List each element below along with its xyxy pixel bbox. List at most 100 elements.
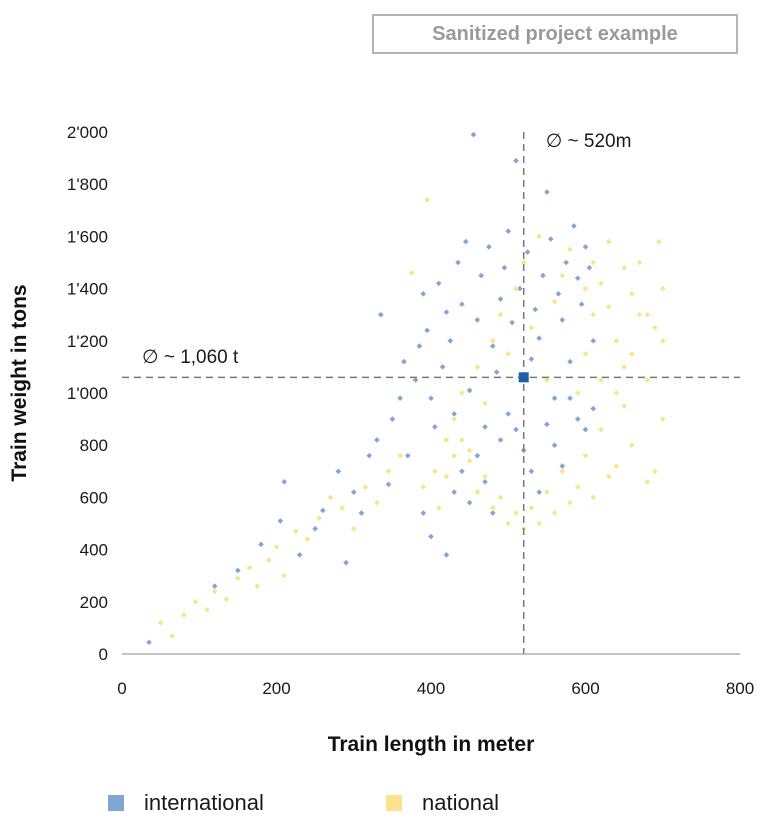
point-national: [459, 390, 465, 396]
point-national: [350, 525, 357, 532]
point-national: [544, 489, 550, 495]
point-international: [517, 285, 523, 292]
point-international: [412, 377, 419, 383]
point-international: [524, 249, 531, 255]
point-international: [146, 639, 152, 646]
point-national: [497, 311, 504, 318]
point-international: [466, 499, 473, 506]
legend-label-national: national: [422, 790, 500, 815]
point-national: [629, 351, 635, 357]
point-international: [439, 364, 446, 370]
point-national: [559, 468, 566, 475]
point-national: [598, 280, 604, 287]
point-national: [598, 426, 604, 433]
point-national: [211, 588, 218, 595]
y-tick-label: 2'000: [67, 123, 108, 142]
point-national: [659, 416, 666, 422]
point-international: [405, 452, 411, 459]
point-national: [544, 377, 550, 383]
point-national: [181, 612, 187, 618]
point-international: [582, 244, 589, 250]
point-national: [505, 351, 512, 357]
point-international: [559, 317, 566, 323]
point-national: [451, 416, 457, 422]
legend-item-international: international: [108, 790, 264, 816]
point-national: [235, 575, 241, 582]
point-international: [474, 452, 481, 459]
point-international: [443, 552, 450, 558]
point-international: [567, 358, 573, 365]
point-national: [551, 510, 558, 516]
point-international: [571, 223, 577, 229]
point-international: [555, 291, 562, 297]
point-international: [474, 317, 481, 323]
point-international: [447, 338, 454, 344]
point-international: [505, 228, 512, 234]
point-national: [265, 557, 272, 563]
point-international: [509, 319, 515, 326]
x-tick-label: 800: [726, 679, 754, 698]
point-national: [293, 528, 299, 535]
point-national: [490, 338, 496, 344]
point-international: [559, 463, 566, 469]
point-national: [605, 473, 612, 480]
point-national: [652, 468, 658, 475]
point-national: [582, 452, 589, 459]
point-national: [223, 596, 230, 602]
point-international: [486, 244, 492, 250]
point-international: [397, 395, 403, 402]
point-national: [528, 505, 535, 511]
point-international: [211, 583, 218, 589]
point-international: [435, 280, 442, 287]
point-international: [374, 437, 380, 443]
point-national: [327, 494, 334, 501]
y-tick-label: 1'200: [67, 332, 108, 351]
point-international: [389, 416, 396, 422]
point-international: [540, 272, 546, 279]
point-national: [652, 324, 658, 331]
y-axis-title: Train weight in tons: [8, 284, 31, 481]
point-international: [366, 452, 372, 459]
point-national: [254, 583, 260, 589]
point-national: [598, 377, 604, 383]
point-international: [401, 358, 407, 365]
point-international: [567, 395, 573, 402]
point-international: [532, 306, 539, 313]
y-tick-label: 200: [80, 593, 108, 612]
y-tick-label: 600: [80, 488, 108, 507]
point-international: [478, 272, 485, 279]
point-national: [474, 364, 481, 370]
point-national: [551, 298, 558, 305]
point-international: [466, 387, 473, 394]
point-international: [416, 343, 423, 349]
y-tick-label: 400: [80, 541, 108, 560]
point-national: [273, 544, 280, 550]
scatter-chart: 0 200 400 600 800 1'000 1'200 1'400 1'600 1'800 2'…: [8, 123, 754, 756]
point-national: [513, 285, 519, 292]
point-international: [551, 395, 558, 402]
point-international: [536, 489, 542, 495]
point-international: [505, 411, 512, 417]
point-national: [613, 338, 620, 344]
point-international: [544, 421, 550, 428]
point-international: [420, 291, 427, 297]
point-international: [551, 442, 558, 448]
point-international: [428, 533, 434, 540]
point-national: [362, 484, 369, 490]
point-national: [528, 324, 535, 331]
point-international: [343, 559, 349, 566]
point-national: [605, 304, 612, 310]
point-national: [582, 351, 589, 357]
point-national: [420, 484, 427, 490]
point-international: [536, 335, 542, 341]
point-national: [466, 458, 473, 464]
point-international: [277, 518, 284, 524]
point-international: [470, 131, 477, 138]
point-national: [574, 390, 581, 396]
point-international: [235, 567, 241, 574]
point-national: [339, 505, 345, 511]
point-international: [459, 301, 465, 308]
point-international: [428, 395, 434, 402]
point-international: [258, 541, 264, 548]
average-marker: [518, 372, 529, 383]
